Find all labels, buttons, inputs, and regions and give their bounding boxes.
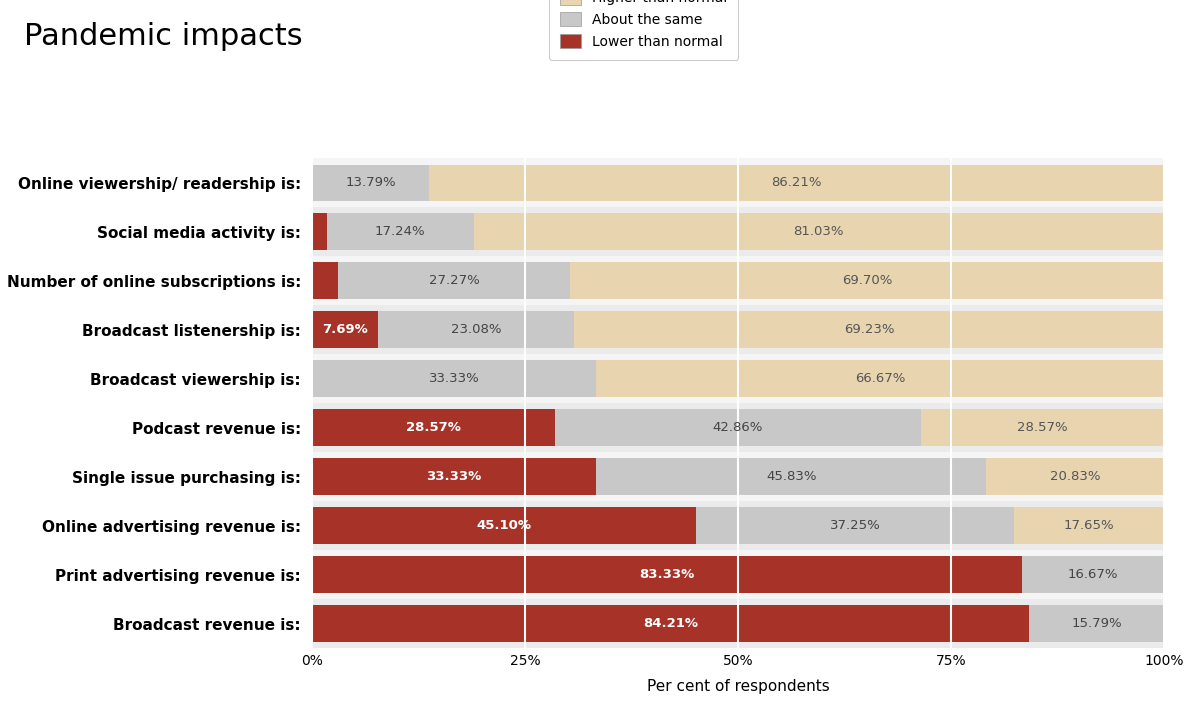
Bar bbox=[920, 409, 1164, 446]
Bar bbox=[574, 311, 1164, 348]
Text: 28.57%: 28.57% bbox=[407, 421, 461, 434]
Text: 45.10%: 45.10% bbox=[476, 519, 532, 532]
Text: 66.67%: 66.67% bbox=[854, 372, 905, 385]
Bar bbox=[312, 262, 338, 300]
Bar bbox=[1030, 605, 1164, 642]
Bar bbox=[474, 213, 1164, 250]
Text: 84.21%: 84.21% bbox=[643, 617, 698, 630]
Text: 33.33%: 33.33% bbox=[426, 470, 481, 483]
Bar bbox=[696, 507, 1014, 544]
Bar bbox=[326, 213, 474, 250]
Text: 83.33%: 83.33% bbox=[640, 568, 695, 581]
Text: 20.83%: 20.83% bbox=[1050, 470, 1100, 483]
Text: 86.21%: 86.21% bbox=[772, 176, 822, 189]
Bar bbox=[312, 409, 556, 446]
Text: 37.25%: 37.25% bbox=[829, 519, 881, 532]
Text: 45.83%: 45.83% bbox=[766, 470, 816, 483]
Bar bbox=[312, 507, 696, 544]
Bar bbox=[1022, 556, 1164, 593]
Legend: Higher than normal, About the same, Lower than normal: Higher than normal, About the same, Lowe… bbox=[548, 0, 738, 60]
Bar bbox=[312, 360, 596, 397]
Bar bbox=[430, 164, 1164, 201]
X-axis label: Per cent of respondents: Per cent of respondents bbox=[647, 679, 829, 693]
Bar bbox=[312, 158, 1164, 207]
Text: 7.69%: 7.69% bbox=[322, 323, 367, 336]
Bar bbox=[596, 458, 986, 495]
Text: 17.65%: 17.65% bbox=[1063, 519, 1114, 532]
Bar bbox=[312, 354, 1164, 403]
Text: 81.03%: 81.03% bbox=[793, 225, 844, 238]
Bar bbox=[338, 262, 570, 300]
Text: 23.08%: 23.08% bbox=[450, 323, 502, 336]
Bar bbox=[312, 599, 1164, 648]
Bar bbox=[312, 305, 1164, 354]
Text: 27.27%: 27.27% bbox=[428, 274, 479, 287]
Text: 33.33%: 33.33% bbox=[428, 372, 479, 385]
Text: 17.24%: 17.24% bbox=[374, 225, 426, 238]
Text: Pandemic impacts: Pandemic impacts bbox=[24, 22, 302, 50]
Bar bbox=[986, 458, 1164, 495]
Bar bbox=[312, 213, 326, 250]
Bar bbox=[312, 452, 1164, 501]
Bar bbox=[312, 550, 1164, 599]
Bar bbox=[596, 360, 1164, 397]
Bar bbox=[312, 501, 1164, 550]
Text: 69.70%: 69.70% bbox=[842, 274, 893, 287]
Bar bbox=[556, 409, 920, 446]
Text: 28.57%: 28.57% bbox=[1016, 421, 1068, 434]
Bar bbox=[312, 164, 430, 201]
Bar bbox=[312, 556, 1022, 593]
Bar bbox=[312, 403, 1164, 452]
Bar bbox=[312, 311, 378, 348]
Text: 15.79%: 15.79% bbox=[1072, 617, 1122, 630]
Bar bbox=[312, 256, 1164, 305]
Text: 16.67%: 16.67% bbox=[1068, 568, 1118, 581]
Bar bbox=[378, 311, 574, 348]
Text: 42.86%: 42.86% bbox=[713, 421, 763, 434]
Text: 13.79%: 13.79% bbox=[346, 176, 396, 189]
Text: 69.23%: 69.23% bbox=[844, 323, 894, 336]
Bar bbox=[570, 262, 1164, 300]
Bar bbox=[312, 207, 1164, 256]
Bar bbox=[312, 458, 596, 495]
Bar bbox=[312, 605, 1030, 642]
Bar bbox=[1014, 507, 1164, 544]
